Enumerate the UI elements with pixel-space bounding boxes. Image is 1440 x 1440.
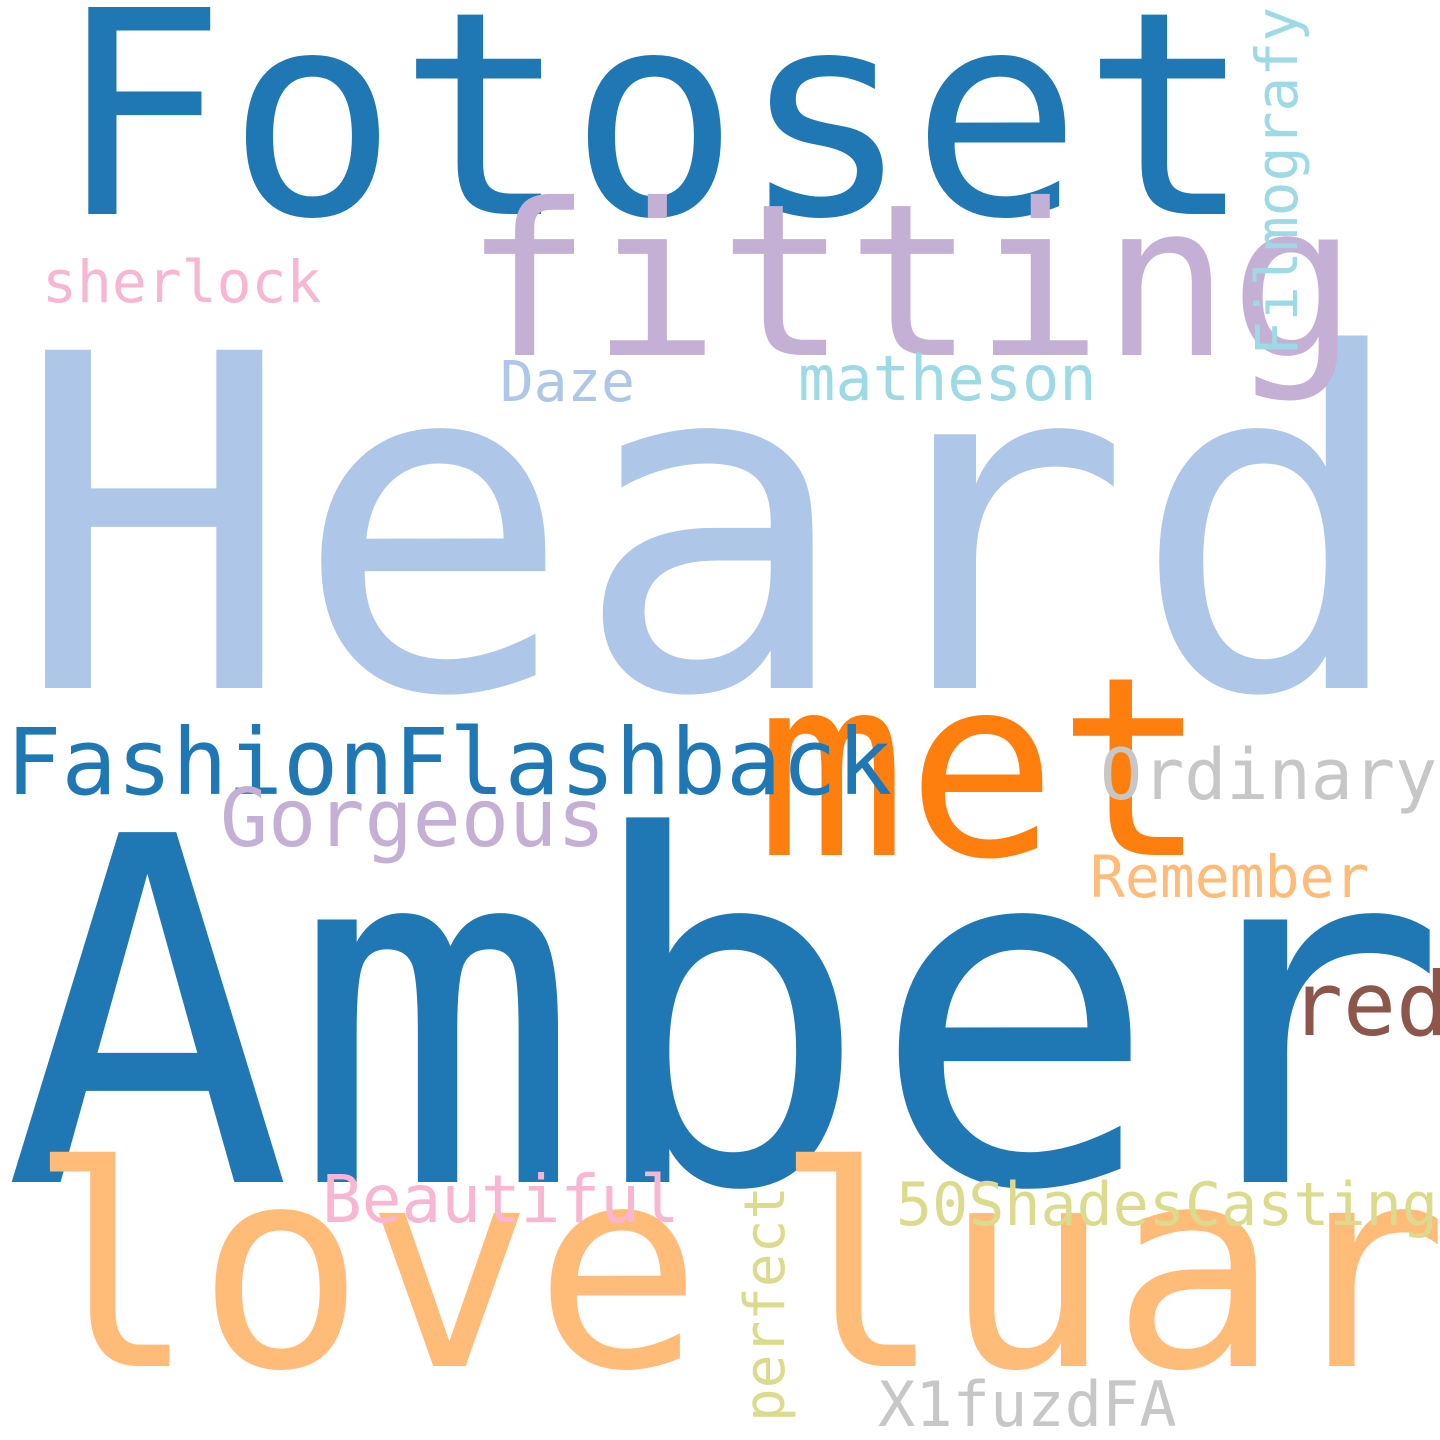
word-filmografy: Filmografy: [1243, 6, 1311, 356]
word-fitting: fitting: [464, 158, 1358, 405]
word-love: love: [28, 1107, 703, 1433]
word-red: red: [1290, 953, 1440, 1056]
word-met: met: [756, 623, 1208, 914]
word-gorgeous: Gorgeous: [220, 772, 606, 865]
word-matheson: matheson: [798, 342, 1097, 415]
word-fashionflashback: FashionFlashback: [6, 709, 893, 816]
word-50shadescasting: 50ShadesCasting: [896, 1170, 1438, 1240]
word-perfect: perfect: [733, 1185, 798, 1422]
word-x1fuzdfa: X1fuzdFA: [878, 1368, 1177, 1440]
word-remember: Remember: [1090, 843, 1370, 911]
word-beautiful: Beautiful: [322, 1161, 680, 1238]
word-amber: Amber: [3, 737, 1440, 1296]
word-ordinary: Ordinary: [1100, 734, 1438, 816]
word-luar: luar: [774, 1107, 1440, 1433]
word-daze: Daze: [500, 350, 635, 415]
word-heard: Heard: [14, 258, 1411, 798]
word-fotoset: Fotoset: [56, 0, 1253, 281]
word-sherlock: sherlock: [42, 248, 322, 316]
